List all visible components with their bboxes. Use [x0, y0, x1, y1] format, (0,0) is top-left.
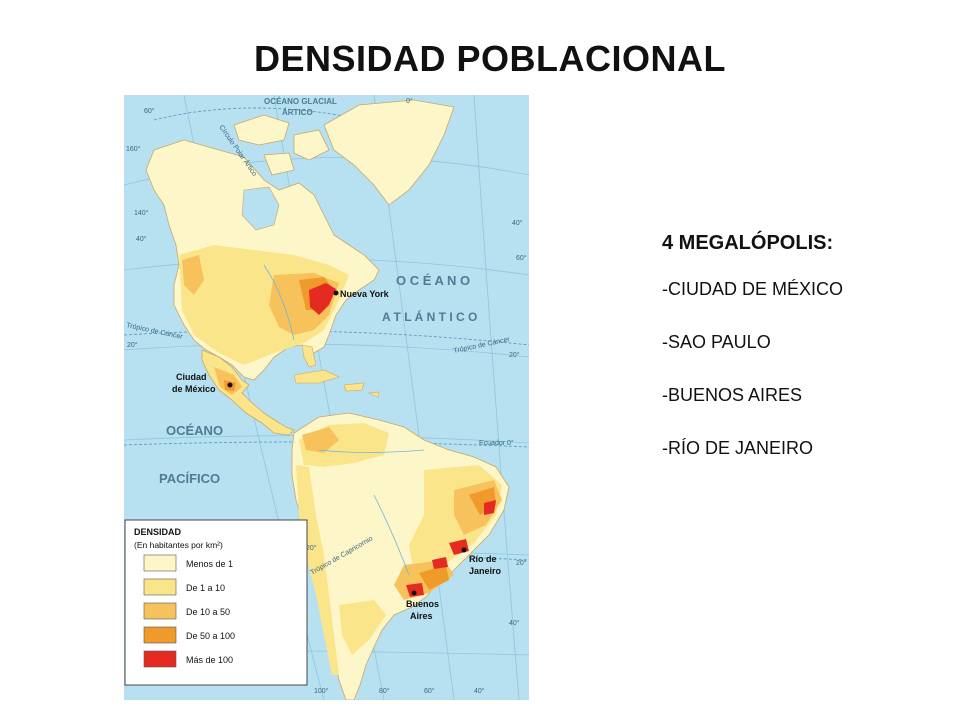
new-york-megalopolis [309, 283, 336, 315]
rio-marker [461, 547, 467, 553]
svg-text:40°: 40° [509, 619, 520, 627]
slide-title: DENSIDAD POBLACIONAL [253, 38, 726, 79]
ne-brazil-megalopolis [484, 500, 496, 515]
hudson-bay [241, 186, 280, 231]
new-york-label: Nueva York [340, 289, 390, 299]
svg-text:40°: 40° [474, 687, 485, 695]
svg-text:160°: 160° [126, 145, 141, 153]
na-west-density [182, 255, 204, 295]
sa-high-density-3 [302, 427, 339, 453]
legend-title: DENSIDAD [134, 527, 182, 537]
mexico-city-label-1: Ciudad [176, 372, 207, 382]
legend-label: De 50 a 100 [186, 631, 235, 641]
megalopolis-heading: 4 MEGALÓPOLIS: [662, 232, 834, 254]
rio-label-1: Río de [469, 554, 497, 564]
arctic-ocean-label-2: ÁRTICO [282, 108, 313, 117]
sa-south-density [339, 600, 386, 655]
arctic-islands [233, 114, 330, 176]
legend-swatch [143, 602, 177, 620]
megalopolis-item: -CIUDAD DE MÉXICO [662, 279, 844, 299]
atlantic-ocean-label-1: O C É A N O [396, 273, 470, 288]
legend-label: De 10 a 50 [186, 607, 230, 617]
sa-andes-density [296, 465, 339, 675]
svg-text:40°: 40° [136, 235, 147, 243]
buenos-aires-marker [411, 590, 417, 596]
rio-label-2: Janeiro [469, 566, 502, 576]
svg-text:140°: 140° [134, 209, 149, 217]
arctic-ocean-label-1: OCÉANO GLACIAL [264, 97, 337, 106]
buenos-aires-label-1: Buenos [406, 599, 439, 609]
svg-text:20°: 20° [509, 351, 520, 359]
svg-text:60°: 60° [144, 107, 155, 115]
degree-labels: 60° 160° 140° 40° 20° 20° 20° 40° 40° 60… [126, 97, 527, 695]
svg-text:20°: 20° [306, 544, 317, 552]
atlantic-ocean-label-2: A T L Á N T I C O [382, 309, 477, 324]
svg-text:80°: 80° [379, 687, 390, 695]
caribbean-islands [293, 369, 380, 398]
svg-text:100°: 100° [314, 687, 329, 695]
population-density-map: OCÉANO GLACIAL ÁRTICO O C É A N O A T L … [124, 95, 529, 700]
svg-text:20°: 20° [127, 341, 138, 349]
greenland-landmass [323, 99, 455, 206]
sao-paulo-megalopolis [432, 557, 448, 569]
svg-text:40°: 40° [512, 219, 523, 227]
pacific-ocean-label-1: OCÉANO [166, 423, 223, 438]
new-york-marker [333, 290, 339, 296]
svg-text:60°: 60° [516, 254, 527, 262]
buenos-aires-label-2: Aires [410, 611, 433, 621]
legend-label: De 1 a 10 [186, 583, 225, 593]
megalopolis-list: 4 MEGALÓPOLIS: -CIUDAD DE MÉXICO -SAO PA… [662, 232, 952, 491]
legend-swatch [143, 650, 177, 668]
central-america-landmass [201, 349, 295, 436]
svg-text:0°: 0° [406, 97, 413, 105]
legend: DENSIDAD (En habitantes por km²) Menos d… [124, 519, 308, 686]
pacific-ocean-label-2: PACÍFICO [159, 471, 220, 486]
mexico-city-marker [227, 382, 233, 388]
megalopolis-item: -BUENOS AIRES [662, 385, 803, 405]
equator-label: Ecuador 0° [479, 439, 514, 447]
mexico-city-label-2: de México [172, 384, 216, 394]
legend-swatch [143, 578, 177, 596]
legend-label: Menos de 1 [186, 559, 233, 569]
svg-text:60°: 60° [424, 687, 435, 695]
arctic-circle-line [153, 107, 425, 136]
megalopolis-item: -RÍO DE JANEIRO [662, 438, 814, 458]
buenos-aires-megalopolis [406, 583, 424, 597]
legend-swatch [143, 626, 177, 644]
rivers [263, 264, 425, 576]
svg-text:20°: 20° [516, 559, 527, 567]
megalopolis-item: -SAO PAULO [662, 332, 771, 352]
florida [301, 344, 317, 368]
sa-very-high-2 [419, 565, 449, 590]
legend-subtitle: (En habitantes por km²) [134, 540, 223, 550]
legend-label: Más de 100 [186, 655, 233, 665]
legend-swatch [143, 554, 177, 572]
